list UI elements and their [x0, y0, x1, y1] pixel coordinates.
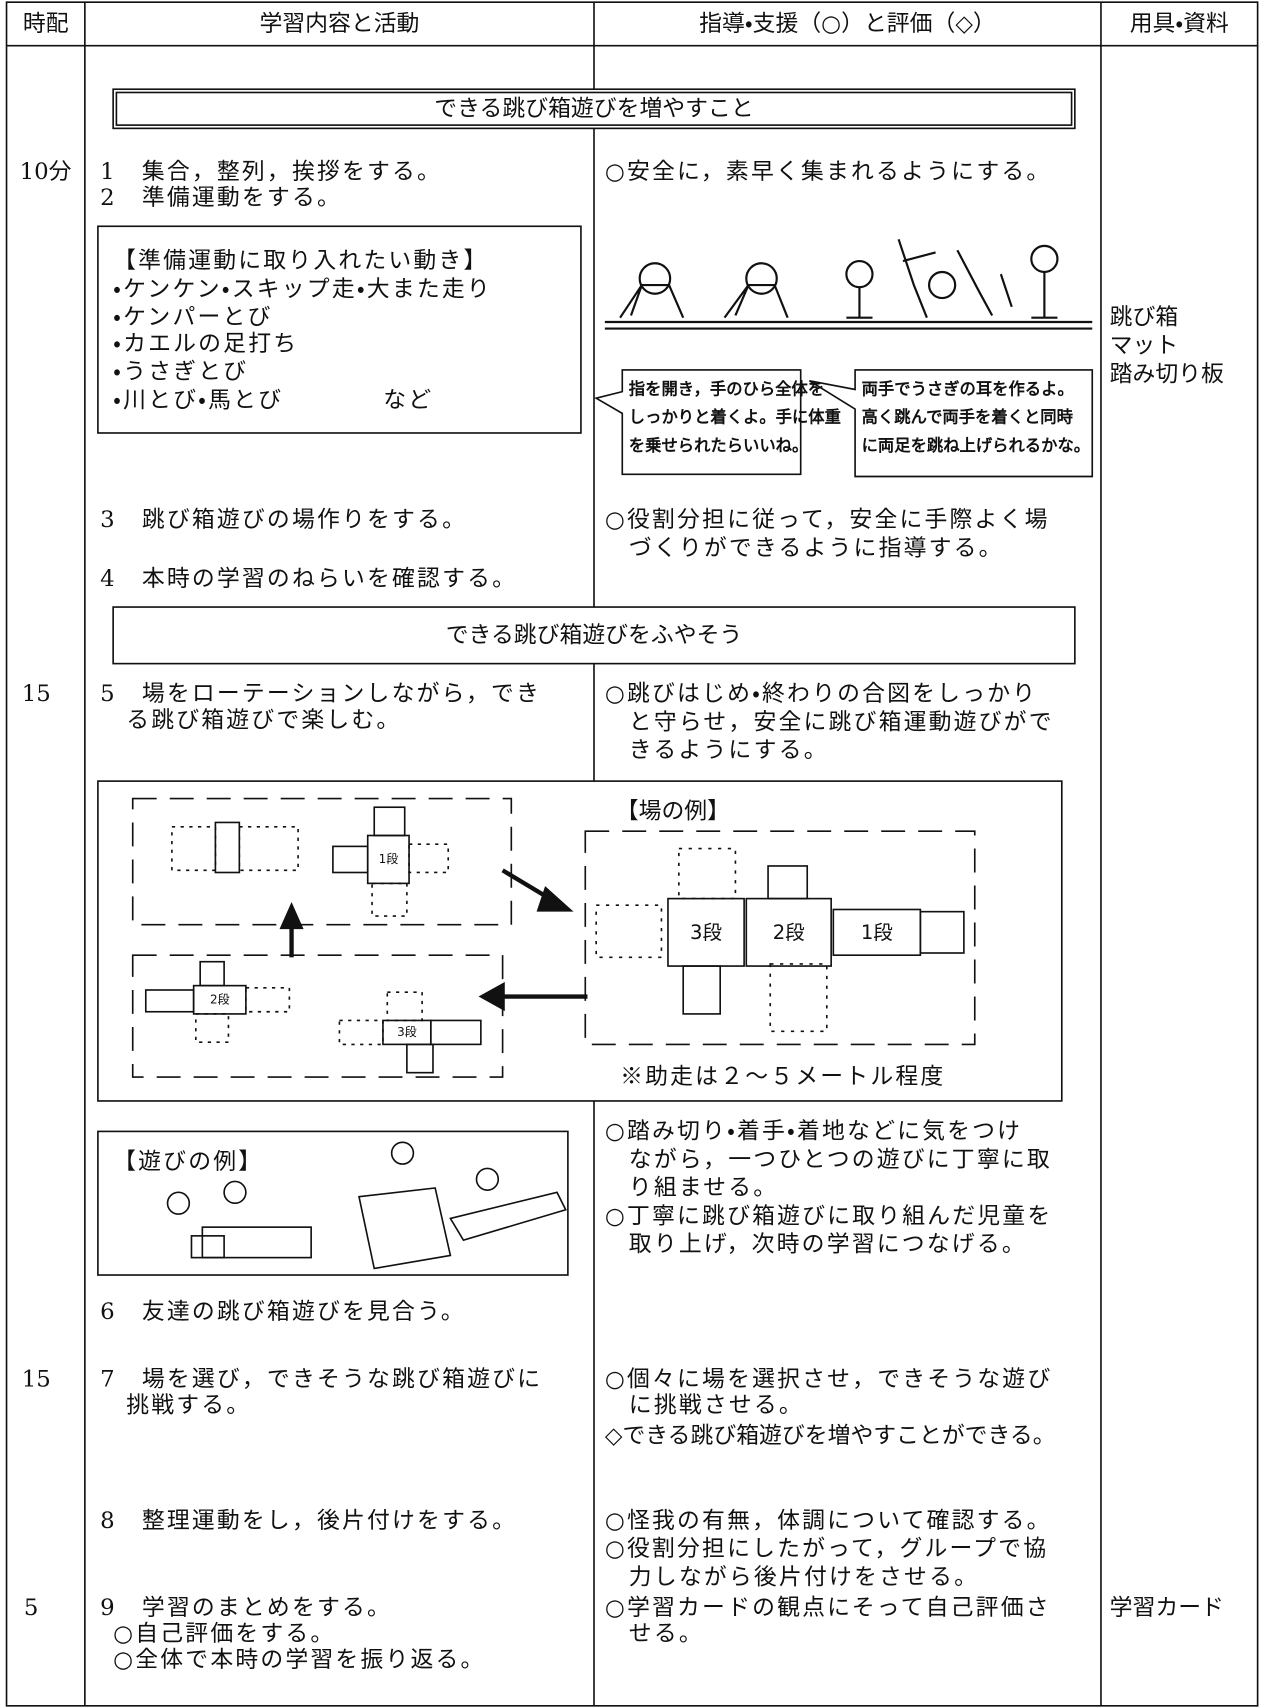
step-label: 3段 [397, 1025, 417, 1040]
step-label: 1段 [378, 852, 399, 867]
field-box [97, 780, 1063, 1102]
guidance-line: ○役割分担にしたがって，グループで協 [604, 1535, 1049, 1562]
table-border [5, 1, 1259, 1707]
bubble-text: に両足を跳ね上げられるかな。 [861, 435, 1091, 456]
guidance-line: ながら，一つひとつの遊びに丁寧に取 [628, 1146, 1052, 1173]
guidance-line: ○踏み切り・着手・着地などに気をつけ [604, 1117, 1023, 1144]
warmup-item: ・ケンケン・スキップ走・大また走り [113, 275, 492, 302]
warmup-title: 【準備運動に取り入れたい動き】 [113, 247, 489, 274]
theme-box [112, 606, 1076, 665]
activity-line: 7 場を選び，できそうな跳び箱遊びに [100, 1365, 543, 1392]
material: マット [1109, 332, 1179, 359]
activity-line: 8 整理運動をし，後片付けをする。 [100, 1507, 518, 1534]
activity-line: る跳び箱遊びで楽しむ。 [126, 706, 402, 733]
activity-line: 5 場をローテーションしながら，でき [100, 680, 542, 707]
goal-box-inner [115, 91, 1073, 126]
boxes [144, 806, 965, 1074]
guidance-line: せる。 [628, 1620, 704, 1647]
field-title: 【場の例】 [615, 797, 730, 825]
guidance-line: ○個々に場を選択させ，できそうな遊び [604, 1365, 1053, 1392]
warmup-item: ・ケンパーとび [113, 304, 273, 331]
activity-line: 挑戦する。 [126, 1391, 252, 1419]
play-box [97, 1130, 569, 1276]
activity-line: ○自己評価をする。 [113, 1620, 336, 1647]
field-note: ※助走は２～５メートル程度 [620, 1063, 946, 1090]
header-cell: 時配 [22, 10, 69, 37]
speech-bubble [808, 369, 1094, 478]
goal-box [112, 88, 1076, 130]
header-cell: 指導・支援（○）と評価（◇） [699, 10, 996, 37]
guidance-line: きるようにする。 [628, 737, 829, 764]
time: 5 [23, 1594, 39, 1621]
header-cell: 学習内容と活動 [259, 10, 420, 37]
step-label: 2段 [772, 921, 805, 945]
play-illustration [166, 1141, 567, 1270]
bubble-text: を乗せられたらいいね。 [628, 435, 809, 456]
warmup-item: ・カエルの足打ち [113, 330, 299, 357]
warmup-item: ・川とび・馬とび など [113, 386, 434, 413]
guidance-line: と守らせ，安全に跳び箱運動遊びがで [628, 708, 1054, 735]
goal-text: できる跳び箱遊びを増やすこと [434, 95, 754, 122]
bubble-text: 高く跳んで両手を着くと同時 [861, 407, 1073, 428]
guidance-line: ○学習カードの観点にそって自己評価さ [604, 1594, 1051, 1621]
guidance-line: ○丁寧に跳び箱遊びに取り組んだ児童を [604, 1202, 1053, 1229]
step-label: 2段 [209, 992, 230, 1007]
activity-line: 6 友達の跳び箱遊びを見合う。 [100, 1298, 466, 1325]
bubble-text: 両手でうさぎの耳を作るよ。 [861, 379, 1074, 399]
time: 15 [21, 1365, 51, 1392]
activity-line: 4 本時の学習のねらいを確認する。 [100, 565, 518, 592]
warmup-box [97, 225, 582, 434]
activity-line: 2 準備運動をする。 [100, 184, 343, 211]
bubble-text: しっかりと着くよ。手に体重 [628, 407, 841, 428]
guidance-line: ◇できる跳び箱遊びを増やすことができる。 [604, 1422, 1056, 1449]
guidance-line: り組ませる。 [628, 1174, 779, 1201]
header-cell: 用具・資料 [1129, 10, 1229, 37]
material: 踏み切り板 [1109, 360, 1224, 387]
play-title: 【遊びの例】 [113, 1148, 264, 1175]
material: 跳び箱 [1109, 304, 1179, 331]
guidance-line: づくりができるように指導する。 [628, 534, 1004, 561]
step-label: 3段 [690, 921, 723, 945]
step-label: 1段 [860, 921, 893, 945]
warmup-illustration [604, 238, 1093, 330]
speech-bubble [594, 369, 802, 476]
guidance-line: ○役割分担に従って，安全に手際よく場 [604, 506, 1050, 533]
activity-line: ○全体で本時の学習を振り返る。 [113, 1646, 486, 1673]
guidance-line: に挑戦させる。 [628, 1391, 804, 1419]
activity-line: 9 学習のまとめをする。 [100, 1594, 393, 1621]
activity-line: 1 集合，整列，挨拶をする。 [100, 158, 443, 185]
warmup-item: ・うさぎとび [113, 358, 249, 385]
material: 学習カード [1109, 1594, 1224, 1621]
time: 10分 [19, 158, 72, 185]
activity-line: 3 跳び箱遊びの場作りをする。 [100, 506, 468, 533]
guidance-line: ○跳びはじめ・終わりの合図をしっかり [604, 680, 1038, 707]
arrows [279, 868, 588, 1012]
theme-text: できる跳び箱遊びをふやそう [445, 621, 743, 648]
guidance-line: 力しながら後片付けをさせる。 [628, 1563, 980, 1590]
guidance-line: 取り上げ，次時の学習につなげる。 [628, 1230, 1027, 1258]
bubble-text: 指を開き，手のひら全体を [628, 379, 825, 399]
guidance-line: ○安全に，素早く集まれるようにする。 [604, 158, 1052, 185]
time: 15 [21, 680, 51, 707]
guidance-line: ○怪我の有無，体調について確認する。 [604, 1507, 1052, 1534]
area-outlines [131, 797, 976, 1078]
